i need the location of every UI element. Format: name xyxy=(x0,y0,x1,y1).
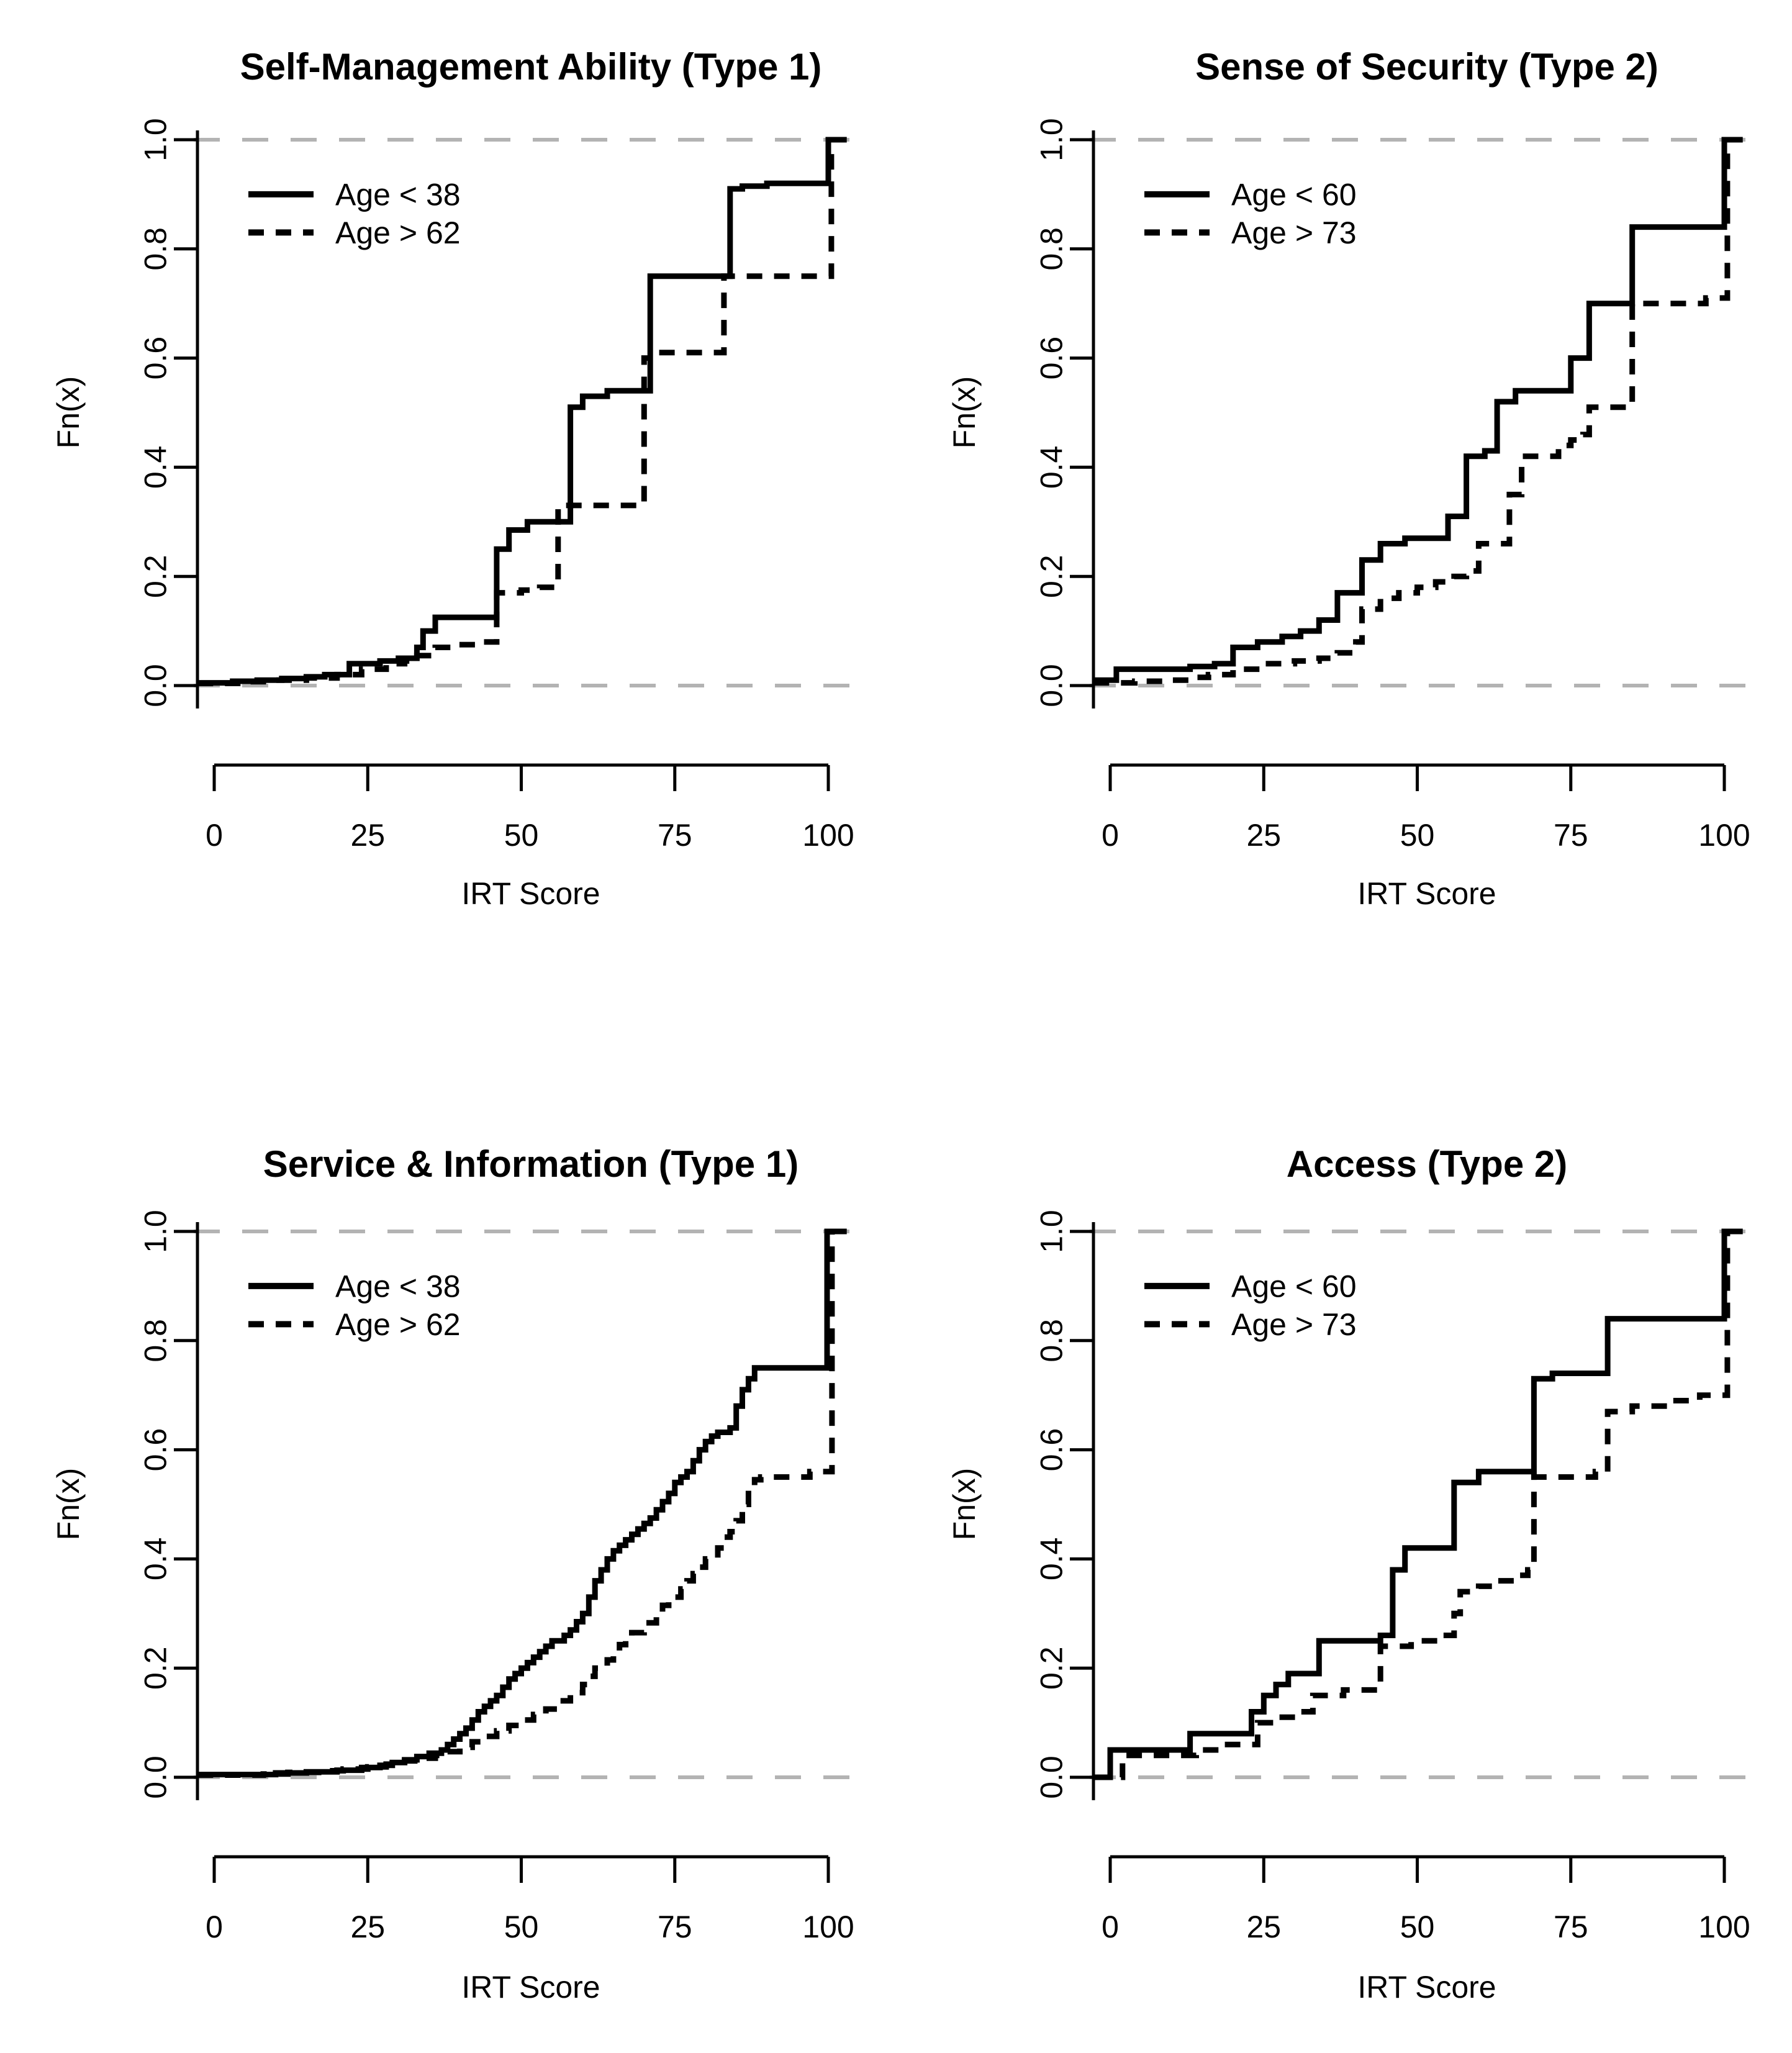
x-tick-label: 25 xyxy=(1246,818,1281,853)
legend-label: Age > 73 xyxy=(1231,215,1357,250)
y-tick-label: 0.0 xyxy=(138,1756,173,1799)
y-tick-label: 1.0 xyxy=(138,118,173,161)
ecdf-curve-dashed xyxy=(1093,137,1743,686)
ecdf-curve-solid xyxy=(1093,1228,1743,1780)
x-tick-label: 25 xyxy=(350,1910,385,1944)
x-axis-label: IRT Score xyxy=(1357,876,1496,911)
y-tick-label: 0.6 xyxy=(138,337,173,380)
y-tick-label: 0.6 xyxy=(1034,337,1069,380)
ecdf-chart-sense-of-security: 0 25 50 75 100 0.0 0.2 0.4 0.6 0.8 1.0 Age < 60Age … xyxy=(1034,118,1767,853)
y-tick-label: 0.0 xyxy=(138,664,173,707)
y-tick-label: 0.0 xyxy=(1034,664,1069,707)
y-tick-label: 1.0 xyxy=(1034,118,1069,161)
legend-label: Age < 38 xyxy=(335,177,461,212)
panel-title: Service & Information (Type 1) xyxy=(263,1143,799,1185)
ecdf-curve-solid xyxy=(197,1228,847,1778)
x-axis-label: IRT Score xyxy=(1357,1970,1496,2005)
y-tick-label: 0.2 xyxy=(1034,1646,1069,1690)
y-tick-label: 0.8 xyxy=(138,1319,173,1362)
panel-access: Access (Type 2) Fn(x) 0 25 50 75 100 0.0 0.2 0.… xyxy=(896,1026,1792,2053)
x-tick-label: 50 xyxy=(504,1910,539,1944)
y-tick-label: 0.4 xyxy=(138,1538,173,1581)
ecdf-curve-dashed xyxy=(197,137,847,686)
panel-sense-of-security: Sense of Security (Type 2) Fn(x) 0 25 50 75… xyxy=(896,0,1792,1026)
panel-service-information: Service & Information (Type 1) Fn(x) 0 25… xyxy=(0,1026,896,2053)
legend-label: Age > 73 xyxy=(1231,1307,1357,1342)
x-tick-label: 100 xyxy=(802,818,854,853)
y-tick-label: 0.2 xyxy=(138,1646,173,1690)
x-axis-label: IRT Score xyxy=(461,1970,600,2005)
ecdf-curve-solid xyxy=(1093,137,1743,683)
y-tick-label: 0.4 xyxy=(138,446,173,489)
legend-label: Age > 62 xyxy=(335,1307,461,1342)
x-tick-label: 100 xyxy=(1698,818,1750,853)
x-axis-label: IRT Score xyxy=(461,876,600,911)
panel-title: Sense of Security (Type 2) xyxy=(1195,45,1659,88)
y-tick-label: 0.0 xyxy=(1034,1756,1069,1799)
panel-self-management: Self-Management Ability (Type 1) Fn(x) 0… xyxy=(0,0,896,1026)
x-tick-label: 75 xyxy=(1554,1910,1588,1944)
y-tick-label: 0.8 xyxy=(1034,227,1069,271)
x-tick-label: 50 xyxy=(1400,1910,1435,1944)
x-tick-label: 75 xyxy=(658,1910,692,1944)
y-tick-label: 1.0 xyxy=(138,1210,173,1253)
x-tick-label: 50 xyxy=(504,818,539,853)
x-tick-label: 75 xyxy=(658,818,692,853)
y-tick-label: 0.6 xyxy=(1034,1428,1069,1472)
x-tick-label: 0 xyxy=(206,1910,223,1944)
x-tick-label: 0 xyxy=(1102,818,1119,853)
legend-label: Age < 38 xyxy=(335,1269,461,1303)
x-tick-label: 25 xyxy=(350,818,385,853)
y-tick-label: 0.2 xyxy=(138,555,173,598)
x-tick-label: 0 xyxy=(206,818,223,853)
y-tick-label: 0.4 xyxy=(1034,1538,1069,1581)
ecdf-chart-self-management: 0 25 50 75 100 0.0 0.2 0.4 0.6 0.8 1.0 Age < 38Age … xyxy=(138,118,871,853)
ecdf-chart-access: 0 25 50 75 100 0.0 0.2 0.4 0.6 0.8 1.0 Age < 60 Age … xyxy=(1034,1210,1767,1944)
x-tick-label: 100 xyxy=(1698,1910,1750,1944)
ecdf-curve-solid xyxy=(197,137,847,686)
y-tick-label: 0.6 xyxy=(138,1428,173,1472)
legend-label: Age < 60 xyxy=(1231,1269,1357,1303)
x-tick-label: 25 xyxy=(1246,1910,1281,1944)
x-tick-label: 50 xyxy=(1400,818,1435,853)
x-tick-label: 100 xyxy=(802,1910,854,1944)
legend-label: Age > 62 xyxy=(335,215,461,250)
y-tick-label: 0.4 xyxy=(1034,446,1069,489)
x-tick-label: 75 xyxy=(1554,818,1588,853)
ecdf-curve-dashed xyxy=(1093,1228,1743,1780)
x-tick-label: 0 xyxy=(1102,1910,1119,1944)
y-tick-label: 0.8 xyxy=(1034,1319,1069,1362)
y-tick-label: 0.8 xyxy=(138,227,173,271)
ecdf-chart-service-information: 0 25 50 75 100 0.0 0.2 0.4 0.6 0.8 1.0 Age < 38 Age … xyxy=(138,1210,871,1944)
y-tick-label: 1.0 xyxy=(1034,1210,1069,1253)
panel-title: Access (Type 2) xyxy=(1286,1143,1568,1185)
y-tick-label: 0.2 xyxy=(1034,555,1069,598)
legend-label: Age < 60 xyxy=(1231,177,1357,212)
panel-title: Self-Management Ability (Type 1) xyxy=(240,45,822,88)
ecdf-curve-dashed xyxy=(197,1228,847,1778)
